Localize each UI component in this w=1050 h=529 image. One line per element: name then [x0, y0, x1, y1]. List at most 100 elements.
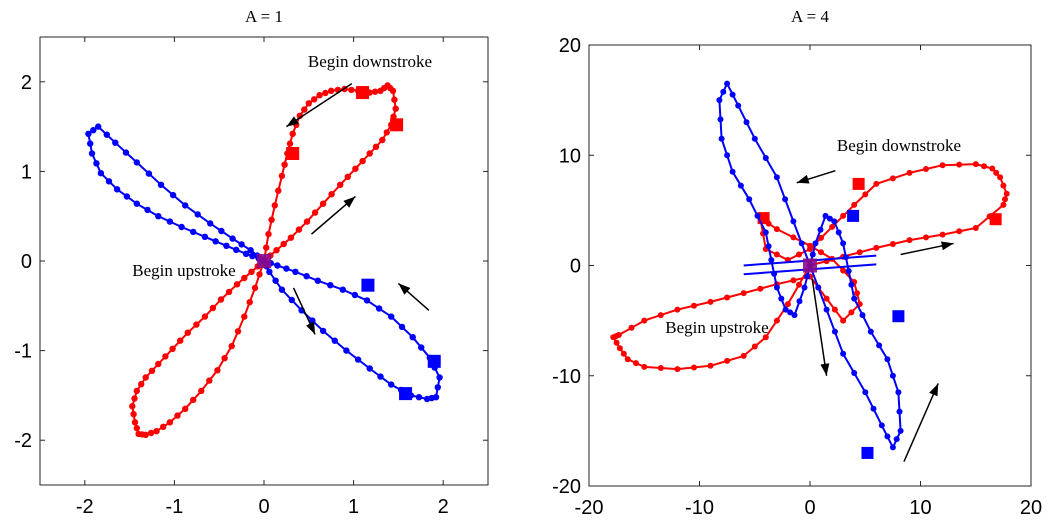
data-point [184, 329, 191, 336]
data-point [796, 281, 802, 288]
y-tick-label: -10 [552, 366, 581, 388]
arrow-head [286, 116, 299, 127]
data-point [956, 161, 963, 168]
data-point [674, 306, 681, 313]
data-point [641, 317, 648, 324]
data-point [133, 424, 140, 432]
data-point [737, 182, 744, 189]
data-point [223, 242, 230, 249]
data-point [773, 226, 780, 233]
arrow-head [796, 174, 810, 184]
data-point [201, 313, 209, 320]
data-point [856, 249, 863, 256]
data-point [768, 257, 775, 263]
y-tick-label: -20 [552, 476, 581, 498]
x-tick-label: -10 [685, 497, 714, 519]
data-point [169, 345, 176, 352]
data-point [423, 395, 431, 403]
arrow-head [343, 196, 356, 208]
x-tick-label: 0 [258, 496, 269, 518]
data-point [301, 106, 308, 113]
data-point [303, 218, 311, 225]
data-point [377, 373, 384, 380]
data-point [989, 165, 996, 172]
data-point [305, 100, 312, 107]
data-point [214, 367, 221, 374]
data-point [740, 290, 747, 297]
data-point [283, 265, 290, 272]
data-point [162, 353, 169, 360]
data-point [166, 419, 174, 426]
x-tick-label: 20 [1020, 497, 1042, 519]
data-point [812, 240, 819, 247]
data-point [190, 396, 197, 404]
data-point [392, 105, 399, 112]
data-point [893, 436, 900, 443]
data-point [620, 350, 627, 357]
data-point [217, 296, 225, 303]
data-point [707, 298, 714, 305]
data-point [829, 223, 836, 230]
data-point [724, 152, 731, 159]
data-point [972, 161, 979, 168]
square-marker [286, 146, 300, 160]
data-point [389, 87, 397, 95]
data-point [131, 419, 139, 426]
data-point [366, 150, 373, 157]
data-point [782, 196, 789, 203]
data-point [762, 155, 769, 161]
data-point [817, 226, 824, 233]
data-point [303, 273, 310, 280]
annotation-begin-upstroke: Begin upstroke [665, 318, 768, 337]
center-marker [257, 254, 271, 268]
data-point [88, 150, 96, 157]
data-point [133, 387, 140, 395]
data-point [923, 234, 929, 241]
x-tick-label: 10 [909, 497, 931, 519]
data-point [316, 92, 323, 99]
data-point [889, 372, 896, 379]
data-point [674, 366, 681, 373]
square-marker [361, 278, 375, 292]
data-point [815, 284, 822, 291]
data-point [271, 202, 278, 209]
data-point [762, 334, 769, 341]
data-point [135, 430, 142, 438]
data-point [851, 295, 858, 302]
center-marker [803, 258, 817, 273]
data-point [740, 352, 747, 359]
data-point [724, 80, 731, 87]
data-point [729, 168, 736, 175]
arrow-head [306, 321, 316, 335]
data-point [801, 284, 808, 291]
chart-title: A = 4 [791, 7, 829, 26]
data-point [840, 212, 847, 219]
data-point [641, 363, 648, 370]
square-marker [847, 209, 860, 222]
data-point [246, 299, 253, 306]
data-point [274, 262, 281, 269]
data-point [773, 317, 780, 324]
data-point [757, 285, 764, 292]
data-point [319, 200, 327, 207]
data-point [178, 223, 185, 231]
data-point [835, 229, 842, 236]
data-point [840, 240, 847, 247]
data-point [823, 295, 830, 302]
data-point [359, 157, 366, 165]
data-point [148, 367, 156, 374]
data-point [826, 215, 833, 222]
data-point [129, 403, 136, 410]
data-point [840, 317, 847, 324]
annotation-begin-downstroke: Begin downstroke [837, 136, 961, 155]
data-point [198, 387, 205, 395]
data-point [95, 123, 102, 130]
chart-title: A = 1 [245, 7, 283, 26]
data-point [234, 328, 242, 335]
square-marker [427, 354, 441, 368]
y-tick-label: 1 [21, 161, 32, 183]
data-point [266, 268, 273, 275]
data-point [268, 216, 275, 223]
data-point [133, 200, 140, 207]
data-point [889, 241, 896, 247]
